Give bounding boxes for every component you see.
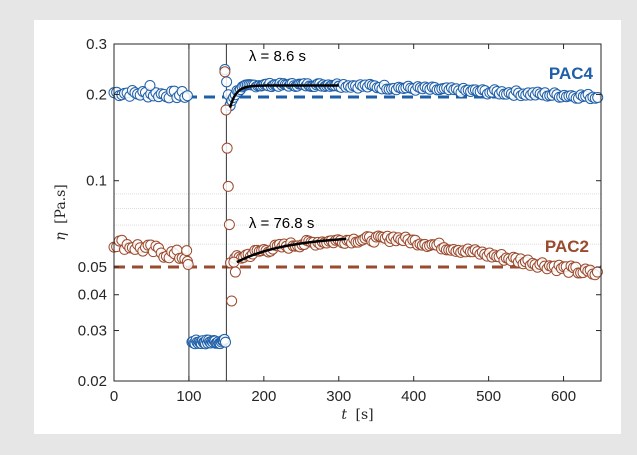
vertical-markers	[189, 44, 226, 381]
x-tick-label: 600	[551, 388, 576, 405]
y-tick-label: 0.2	[86, 86, 107, 103]
y-tick-label: 0.3	[86, 36, 107, 53]
x-tick-label: 200	[251, 388, 276, 405]
data-point-pac2	[182, 246, 192, 256]
x-tick-label: 100	[176, 388, 201, 405]
y-tick-label: 0.03	[78, 323, 107, 340]
data-point-pac2	[220, 67, 230, 77]
y-tick-label: 0.02	[78, 373, 107, 390]
annotations: η [Pa.s] t [s] PAC4 PAC2 λ = 8.6 s λ = 7…	[53, 48, 594, 423]
y-axis-symbol: η	[53, 232, 69, 241]
chart-panel: 0 100 200 300 400 500 600 0.02 0.03 0.04 0.05 0.1 0.…	[34, 20, 621, 434]
fit-curves	[230, 85, 346, 262]
data-point-pac4	[145, 80, 155, 90]
data-point-pac4	[182, 91, 192, 101]
x-tick-label: 500	[476, 388, 501, 405]
data-point-pac2	[227, 296, 237, 306]
x-axis-label: t [s]	[341, 407, 373, 423]
data-point-pac2	[224, 220, 234, 230]
y-axis-unit: [Pa.s]	[53, 184, 69, 224]
data-point-pac2	[223, 181, 233, 191]
x-tick-label: 400	[401, 388, 426, 405]
y-tick-label: 0.04	[78, 287, 107, 304]
series-label-pac2: PAC2	[545, 237, 589, 256]
data-point-pac2	[183, 260, 193, 270]
y-tick-label: 0.05	[78, 259, 107, 276]
x-axis-symbol: t	[341, 407, 347, 423]
series-label-pac4: PAC4	[549, 64, 594, 83]
y-axis-label: η [Pa.s]	[53, 184, 69, 241]
data-point-pac2	[222, 143, 232, 153]
x-tick-label: 0	[110, 388, 118, 405]
fit-label-pac2: λ = 76.8 s	[249, 215, 314, 232]
x-axis-unit: [s]	[355, 407, 373, 423]
data-point-pac2	[230, 267, 240, 277]
data-point-pac4	[220, 337, 230, 347]
chart-svg: 0 100 200 300 400 500 600 0.02 0.03 0.04 0.05 0.1 0.…	[34, 20, 621, 434]
data-point-pac4	[222, 77, 232, 87]
fit-label-pac4: λ = 8.6 s	[249, 48, 306, 65]
data-points	[109, 64, 603, 348]
y-tick-label: 0.1	[86, 173, 107, 190]
x-tick-label: 300	[326, 388, 351, 405]
